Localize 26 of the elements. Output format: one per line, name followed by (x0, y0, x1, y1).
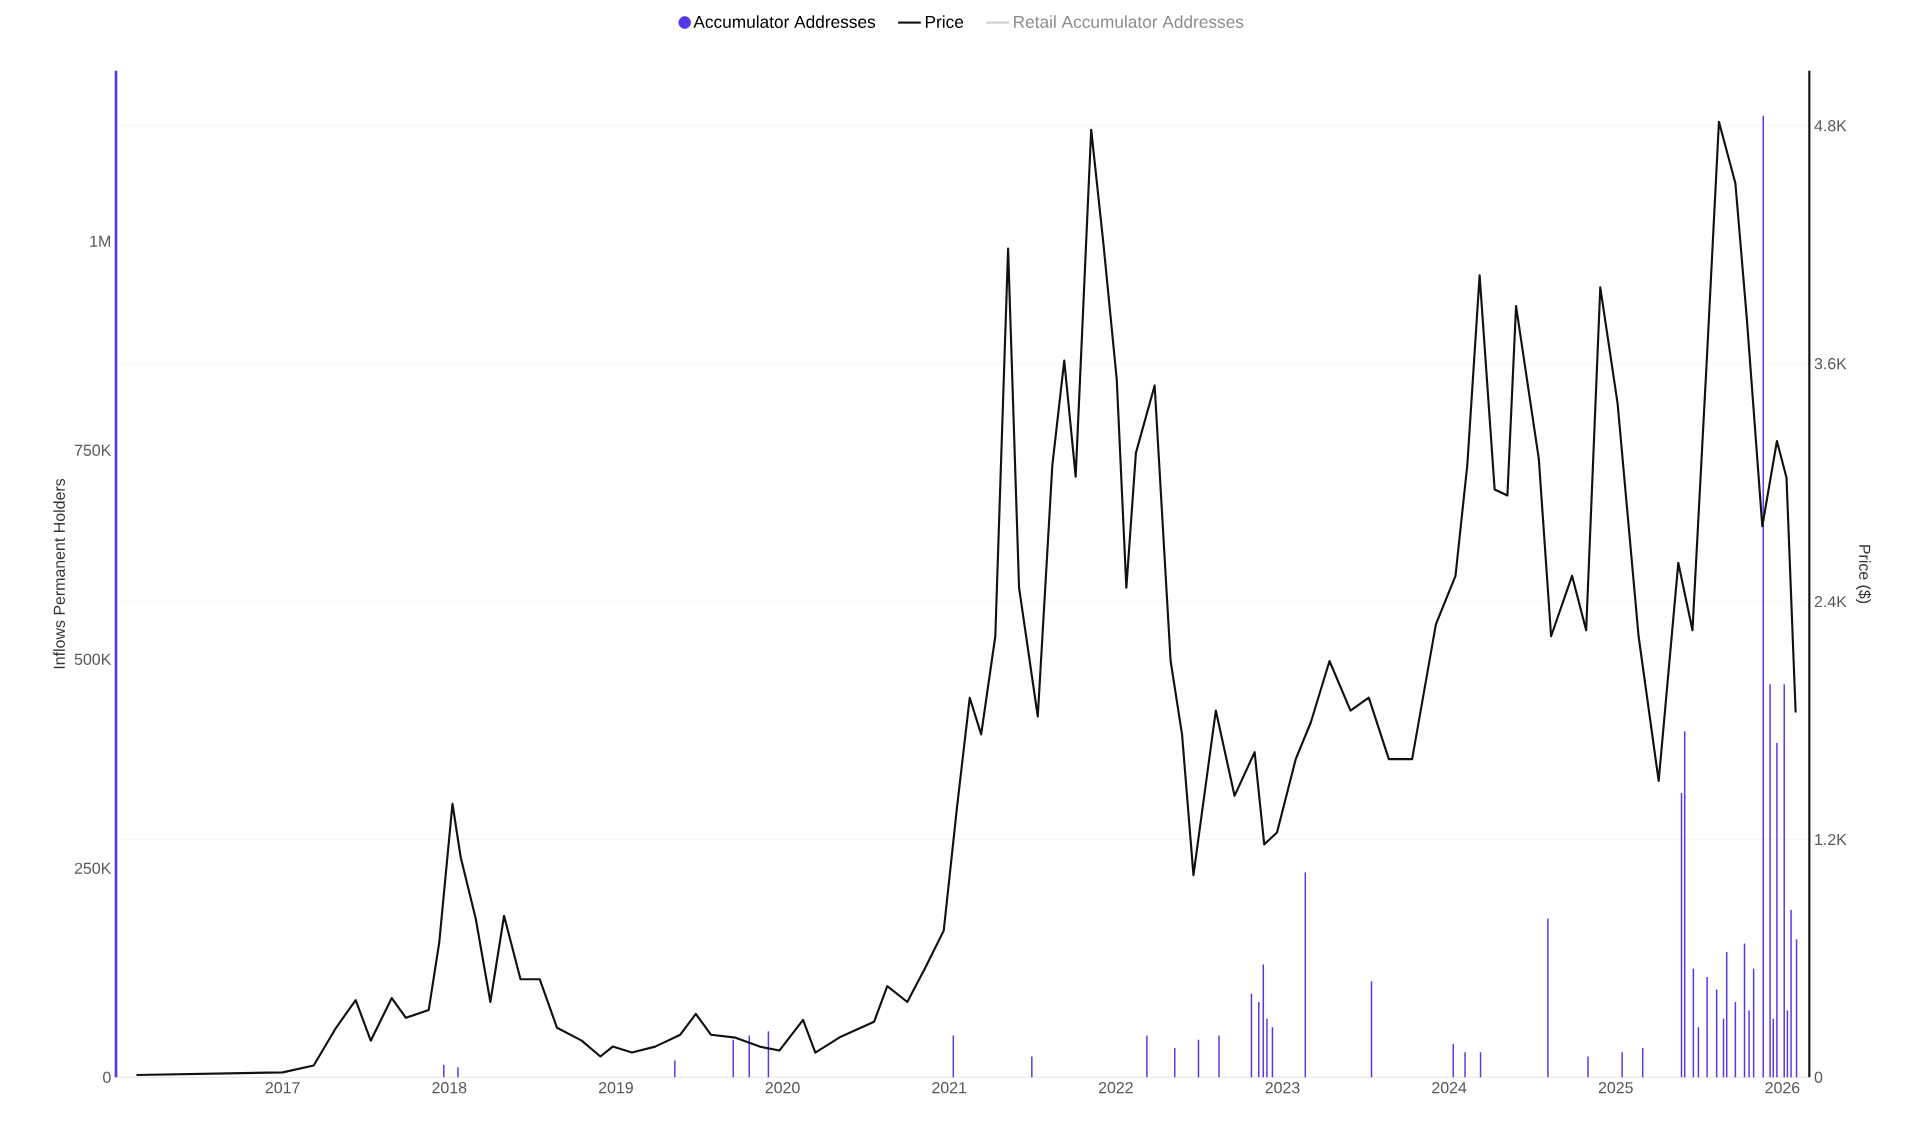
x-tick-label: 2026 (1765, 1082, 1800, 1094)
y2-tick-label: 1.2K (1815, 833, 1847, 845)
x-tick-label: 2017 (265, 1082, 300, 1094)
y2-tick-label: 0 (1814, 1071, 1823, 1083)
line-series (135, 120, 1797, 1077)
y-tick-label: 0 (103, 1071, 111, 1083)
y-tick-label: 750K (74, 444, 112, 456)
y2-tick-label: 4.8K (1814, 120, 1847, 132)
x-tick-label: 2025 (1598, 1082, 1633, 1094)
y-axis-title: Inflows Permanent Holders (53, 478, 65, 669)
legend-label: Accumulator Addresses (693, 15, 876, 29)
y2-axis-title: Price ($) (1855, 545, 1872, 604)
x-tick-label: 2022 (1098, 1082, 1133, 1094)
x-tick-label: 2024 (1432, 1082, 1467, 1094)
x-tick-label: 2018 (432, 1082, 467, 1094)
x-tick-label: 2020 (765, 1082, 800, 1094)
y2-tick-label: 3.6K (1814, 358, 1847, 370)
y-tick-label: 1M (90, 235, 110, 247)
x-tick-label: 2023 (1265, 1082, 1300, 1094)
y-tick-label: 500K (74, 653, 112, 665)
x-tick-label: 2021 (932, 1082, 967, 1094)
y-tick-label: 250K (74, 862, 112, 874)
legend-label: Retail Accumulator Addresses (1014, 15, 1244, 29)
legend-label: Price (925, 15, 964, 29)
y2-tick-label: 2.4K (1814, 595, 1847, 608)
x-tick-label: 2019 (598, 1082, 633, 1094)
